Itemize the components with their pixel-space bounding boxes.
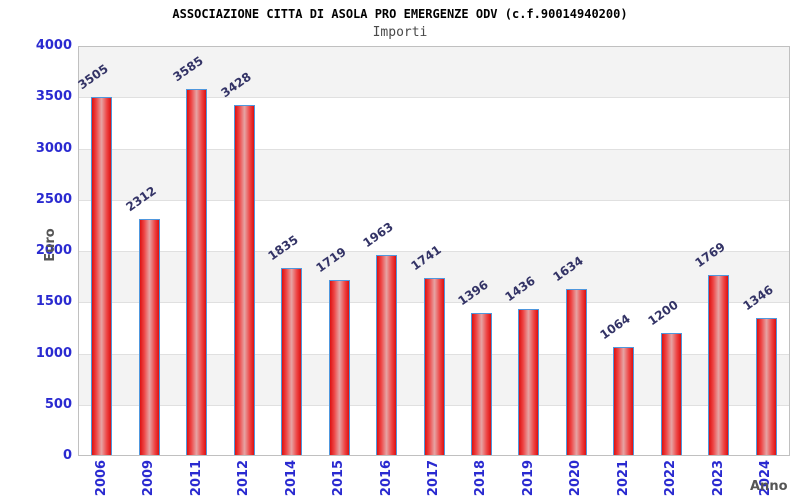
x-tick-label: 2011 (188, 459, 204, 497)
x-axis-title: Anno (750, 479, 788, 494)
chart-subtitle: Importi (372, 25, 428, 40)
y-tick-label: 3500 (35, 89, 72, 105)
plot-band (78, 46, 790, 98)
y-tick-label: 3000 (35, 140, 72, 156)
plot-area (78, 46, 790, 456)
x-tick-label: 2006 (93, 459, 109, 497)
y-gridline (78, 251, 790, 252)
y-tick-label: 1500 (35, 294, 72, 310)
y-axis-title: Euro (43, 228, 58, 262)
y-gridline (78, 97, 790, 99)
x-tick-label: 2022 (663, 459, 679, 497)
y-gridline (78, 148, 790, 150)
x-tick-label: 2019 (520, 459, 536, 497)
x-tick-label: 2018 (473, 459, 489, 497)
x-tick-label: 2021 (615, 459, 631, 497)
y-tick-label: 2000 (35, 243, 72, 258)
x-tick-label: 2016 (378, 459, 394, 497)
x-tick-label: 2009 (141, 459, 157, 497)
y-tick-label: 500 (44, 396, 72, 412)
x-tick-label: 2012 (236, 459, 252, 497)
x-tick-label: 2015 (331, 459, 347, 497)
y-gridline (78, 199, 790, 201)
y-tick-label: 4000 (35, 38, 72, 53)
x-tick-label: 2020 (568, 459, 584, 497)
chart-title: ASSOCIAZIONE CITTA DI ASOLA PRO EMERGENZ… (172, 7, 628, 21)
y-tick-label: 0 (62, 448, 72, 463)
x-tick-label: 2023 (710, 459, 726, 497)
x-tick-label: 2017 (426, 459, 441, 497)
y-tick-label: 2500 (35, 191, 72, 207)
y-tick-label: 1000 (35, 345, 72, 361)
x-tick-label: 2014 (283, 459, 299, 497)
